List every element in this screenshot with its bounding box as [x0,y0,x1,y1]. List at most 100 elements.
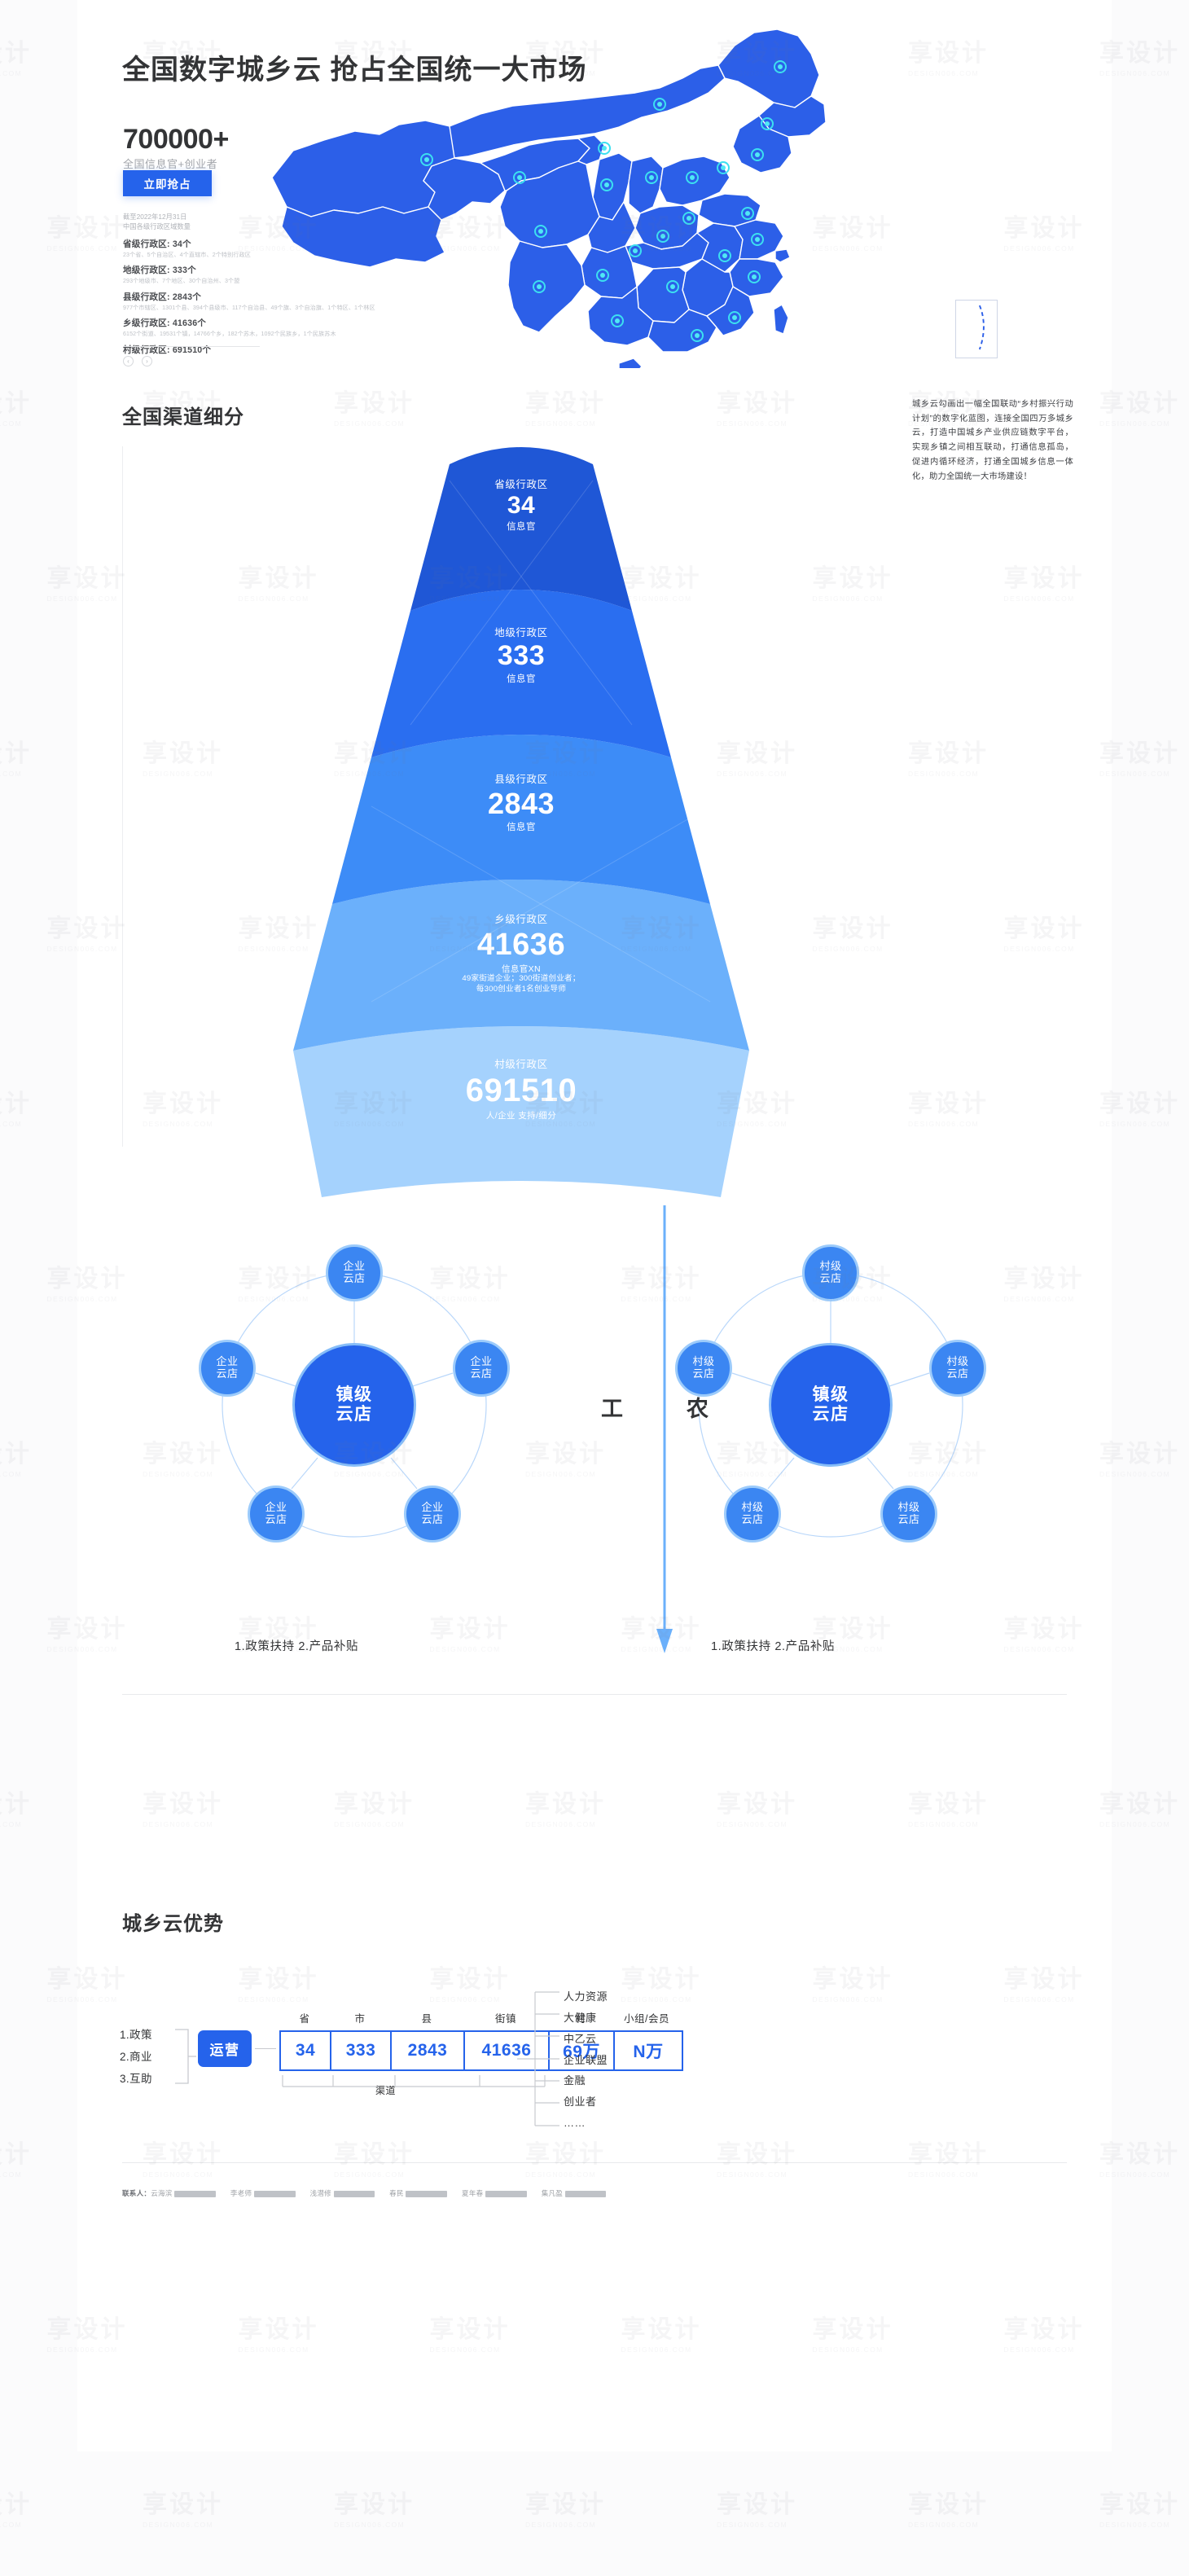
contact-phone: 13428731549 [485,2190,527,2197]
contact-prefix: 联系人： [122,2189,151,2197]
sat-line-1: 企业 [343,1260,366,1273]
sat-line-1: 村级 [946,1355,969,1368]
hub-town-cloud-store[interactable]: 镇级 云店 [769,1343,893,1467]
stat-row: 省级行政区: 34个 23个省、5个自治区、4个直辖市、2个特别行政区 [123,238,392,259]
funnel-level-label: 乡级行政区 [494,914,548,925]
funnel-level-label: 省级行政区 [494,479,548,490]
pillar-item: 1.政策 [120,2029,152,2041]
contact-entry: 集凡盈 13111109807 [542,2189,607,2197]
funnel-description: 城乡云勾画出一幅全国联动“乡村振兴行动计划”的数字化蓝图，连接全国四万多城乡云，… [912,400,1073,481]
contact-entries: 云海滨 15623980397 李老师 18623640408 浅潜修 139022… [151,2189,621,2197]
stat-row: 地级行政区: 333个 293个地级市、7个地区、30个自治州、3个盟 [123,264,392,285]
sat-line-2: 云店 [265,1513,287,1525]
sat-line-1: 企业 [265,1501,287,1514]
hero-metric-value: 700000+ [123,124,229,155]
prev-arrow-icon[interactable]: ‹ [123,356,134,366]
next-arrow-icon[interactable]: › [142,356,152,366]
column-header: 县 [421,2013,432,2025]
operation-badge[interactable]: 运营 [198,2030,252,2067]
satellite-village-cloud-store-right[interactable]: 村级 云店 [929,1340,986,1397]
contact-name: 夏年春 [462,2189,486,2197]
category-item[interactable]: 企业联盟 [564,2053,608,2066]
satellite-enterprise-cloud-store-bottom-right[interactable]: 企业 云店 [404,1485,461,1543]
page-title: 全国数字城乡云 抢占全国统一大市场 [122,55,587,86]
sat-line-1: 企业 [470,1355,493,1368]
contact-phone: 13902210094 [333,2190,375,2197]
channel-label: 渠道 [375,2085,397,2096]
contact-entry: 浅潜修 13902210094 [310,2189,375,2197]
stat-row: 村级行政区: 691510个 [123,344,392,356]
claim-now-button[interactable]: 立即抢占 [123,170,212,196]
contact-name: 李老师 [230,2189,254,2197]
table-cell: 34 [281,2032,331,2069]
section-title-channels: 全国渠道细分 [122,406,244,428]
divider [123,346,260,347]
table-cell: 41636 [465,2032,550,2069]
funnel-level-value: 41636 [476,928,566,963]
satellite-village-cloud-store-top[interactable]: 村级 云店 [802,1244,859,1301]
contact-name: 集凡盈 [541,2189,565,2197]
satellite-enterprise-cloud-store-bottom-left[interactable]: 企业 云店 [248,1485,305,1543]
category-item[interactable]: 金融 [564,2074,586,2087]
category-item[interactable]: 大健康 [564,2011,597,2024]
stat-sub: 6152个街道、19531个镇，14766个乡，182个苏木，1092个民族乡，… [123,331,336,338]
sat-line-1: 企业 [216,1355,239,1368]
funnel-level-4: 乡级行政区 41636 信息官XN 49家街道企业；300街道创业者； 每300… [277,914,766,995]
satellite-enterprise-cloud-store-top[interactable]: 企业 云店 [326,1244,383,1301]
stats-asof: 截至2022年12月31日 [123,213,187,221]
category-item[interactable]: 创业者 [564,2095,597,2109]
sat-line-2: 云店 [421,1513,444,1525]
map-markers [420,60,787,342]
table-cell: 2843 [392,2032,465,2069]
funnel-level-1: 省级行政区 34 信息官 [277,479,766,533]
funnel-level-unit: 人/企业 支持/细分 [485,1111,557,1121]
section-title-advantages: 城乡云优势 [122,1913,224,1935]
contact-phone: 18623640408 [253,2190,296,2197]
satellite-village-cloud-store-left[interactable]: 村级 云店 [675,1340,732,1397]
stat-title: 村级行政区: 691510个 [123,344,212,355]
sat-line-2: 云店 [741,1513,764,1525]
funnel-level-extra: 49家街道企业；300街道创业者； 每300创业者1名创业导师 [462,974,581,994]
contact-phone: 18682072182 [406,2190,448,2197]
stats-header: 截至2022年12月31日 中国各级行政区域数量 [123,213,392,232]
hub-line-1: 镇级 [336,1385,373,1405]
contact-name: 浅潜修 [309,2189,334,2197]
pillar-item: 3.互助 [120,2073,152,2085]
contact-entry: 春民 18682072182 [389,2189,448,2197]
satellite-enterprise-cloud-store-right[interactable]: 企业 云店 [453,1340,510,1397]
channel-funnel-section: 全国渠道细分 省级行政区 [77,383,1112,1205]
stat-sub: 293个地级市、7个地区、30个自治州、3个盟 [123,278,240,285]
column-header: 市 [354,2013,366,2025]
stat-sub: 23个省、5个自治区、4个直辖市、2个特别行政区 [123,251,251,258]
pillar-item: 2.商业 [120,2051,152,2063]
funnel-chart [277,383,766,1197]
column-header: 省 [299,2013,310,2025]
category-item[interactable]: 中乙云 [564,2032,597,2045]
funnel-level-unit: 信息官 [507,674,536,684]
satellite-village-cloud-store-bottom-left[interactable]: 村级 云店 [724,1485,781,1543]
stat-title: 乡级行政区: 41636个 [123,318,207,329]
hub-town-cloud-store[interactable]: 镇级 云店 [292,1343,416,1467]
footnote-industry: 1.政策扶持 2.产品补贴 [235,1640,359,1653]
satellite-enterprise-cloud-store-left[interactable]: 企业 云店 [199,1340,256,1397]
category-item[interactable]: 人力资源 [564,1990,608,2003]
carousel-pager[interactable]: ‹ › [123,356,152,366]
connector-line [255,2048,276,2049]
sat-line-2: 云店 [692,1367,715,1380]
table-cell: 69万 [550,2032,615,2069]
right-brace-icon [517,1987,563,2131]
satellite-village-cloud-store-bottom-right[interactable]: 村级 云店 [880,1485,937,1543]
category-item[interactable]: …… [564,2117,586,2130]
table-cell: 333 [331,2032,392,2069]
channel-brace-icon [279,2070,548,2088]
